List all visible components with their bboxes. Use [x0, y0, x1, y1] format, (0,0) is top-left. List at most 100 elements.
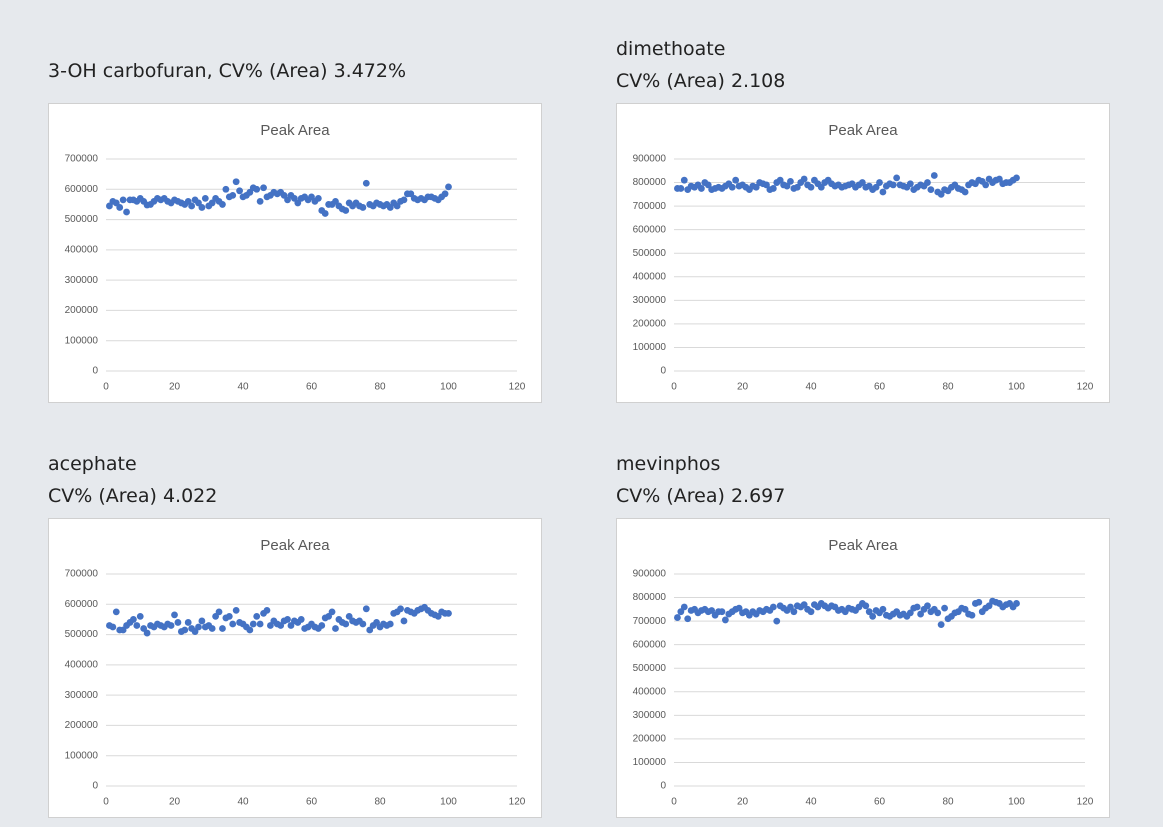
data-point — [119, 196, 127, 204]
data-point — [263, 606, 271, 614]
data-point — [893, 174, 901, 182]
y-tick-label: 700000 — [65, 569, 99, 580]
data-point — [941, 604, 948, 612]
data-point — [445, 609, 452, 617]
data-point — [708, 607, 716, 614]
data-point — [219, 201, 226, 208]
data-point — [975, 598, 983, 606]
data-point — [136, 613, 144, 620]
data-point — [787, 603, 794, 611]
heading-line: CV% (Area) 2.108 — [616, 70, 786, 92]
data-point — [769, 603, 777, 611]
data-point — [184, 619, 192, 626]
data-point — [215, 608, 223, 616]
data-point — [171, 611, 178, 619]
x-tick-label: 60 — [874, 382, 886, 393]
data-point — [937, 621, 945, 629]
data-point — [721, 616, 729, 624]
chart-panel: mevinphos CV% (Area) 2.697 Peak Area 0 10000… — [616, 448, 1110, 818]
data-point — [181, 626, 189, 634]
y-tick-label: 100000 — [633, 757, 667, 768]
x-tick-label: 100 — [440, 382, 457, 393]
x-tick-label: 60 — [306, 797, 318, 808]
x-tick-label: 80 — [374, 382, 386, 393]
y-tick-label: 400000 — [65, 244, 99, 255]
data-point — [188, 202, 196, 210]
y-tick-label: 400000 — [633, 271, 667, 282]
x-tick-label: 0 — [671, 797, 677, 808]
x-tick-label: 40 — [805, 382, 817, 393]
data-point — [889, 181, 897, 189]
data-point — [876, 179, 883, 186]
x-tick-label: 120 — [1077, 797, 1094, 808]
data-point — [174, 619, 182, 626]
data-point — [1013, 174, 1020, 182]
y-tick-label: 100000 — [65, 335, 99, 346]
y-tick-label: 200000 — [65, 305, 99, 316]
data-point — [109, 623, 117, 631]
heading-line: mevinphos — [616, 453, 721, 475]
chart-title: Peak Area — [828, 122, 898, 139]
data-point — [698, 185, 705, 192]
data-point — [924, 179, 931, 186]
x-tick-label: 20 — [169, 797, 181, 808]
data-point — [817, 183, 825, 191]
y-tick-label: 100000 — [65, 750, 99, 761]
data-point — [400, 196, 408, 204]
x-tick-label: 40 — [237, 797, 249, 808]
chart-heading: dimethoate CV% (Area) 2.108 — [616, 33, 785, 97]
data-point — [229, 191, 237, 199]
chart-title: Peak Area — [260, 122, 330, 139]
data-point — [800, 175, 808, 183]
x-tick-label: 60 — [874, 797, 886, 808]
data-point — [769, 185, 777, 192]
heading-line: CV% (Area) 2.697 — [616, 485, 786, 507]
y-tick-label: 900000 — [633, 569, 667, 580]
x-tick-label: 20 — [169, 382, 181, 393]
data-point — [342, 620, 350, 628]
data-point — [718, 608, 726, 616]
data-point — [222, 185, 230, 193]
x-tick-label: 0 — [103, 382, 109, 393]
chart-panel: dimethoate CV% (Area) 2.108 Peak Area 0 1000… — [616, 33, 1110, 403]
data-point — [321, 210, 329, 217]
x-tick-label: 20 — [737, 797, 749, 808]
x-tick-label: 100 — [1008, 797, 1025, 808]
y-tick-label: 500000 — [65, 629, 99, 640]
data-point — [917, 610, 924, 618]
data-point — [359, 620, 367, 628]
y-tick-label: 200000 — [633, 319, 667, 330]
x-tick-label: 100 — [440, 797, 457, 808]
data-point — [198, 617, 206, 625]
data-point — [400, 617, 408, 625]
x-tick-label: 0 — [671, 382, 677, 393]
y-tick-label: 600000 — [65, 184, 99, 195]
y-tick-label: 400000 — [633, 686, 667, 697]
data-point — [807, 608, 815, 616]
y-tick-label: 0 — [660, 781, 666, 792]
data-point — [985, 602, 993, 610]
data-point — [807, 183, 815, 191]
data-point — [961, 188, 969, 196]
y-tick-label: 0 — [660, 366, 666, 377]
data-point — [441, 190, 449, 198]
heading-line: acephate — [48, 453, 137, 475]
data-point — [773, 617, 781, 625]
y-tick-label: 300000 — [65, 690, 99, 701]
x-tick-label: 40 — [237, 382, 249, 393]
y-tick-label: 100000 — [633, 342, 667, 353]
data-point — [865, 608, 873, 616]
data-point — [123, 208, 130, 216]
data-point — [232, 178, 240, 186]
data-point — [256, 620, 264, 628]
data-point — [359, 204, 367, 211]
data-point — [752, 183, 760, 191]
x-tick-label: 80 — [942, 382, 954, 393]
data-point — [386, 620, 394, 628]
x-tick-label: 120 — [1077, 382, 1094, 393]
chart: Peak Area 0 100000 200000 300000 400000 500000… — [48, 518, 542, 818]
y-tick-label: 600000 — [633, 639, 667, 650]
x-tick-label: 120 — [509, 382, 526, 393]
data-point — [674, 614, 681, 621]
data-point — [787, 177, 794, 185]
